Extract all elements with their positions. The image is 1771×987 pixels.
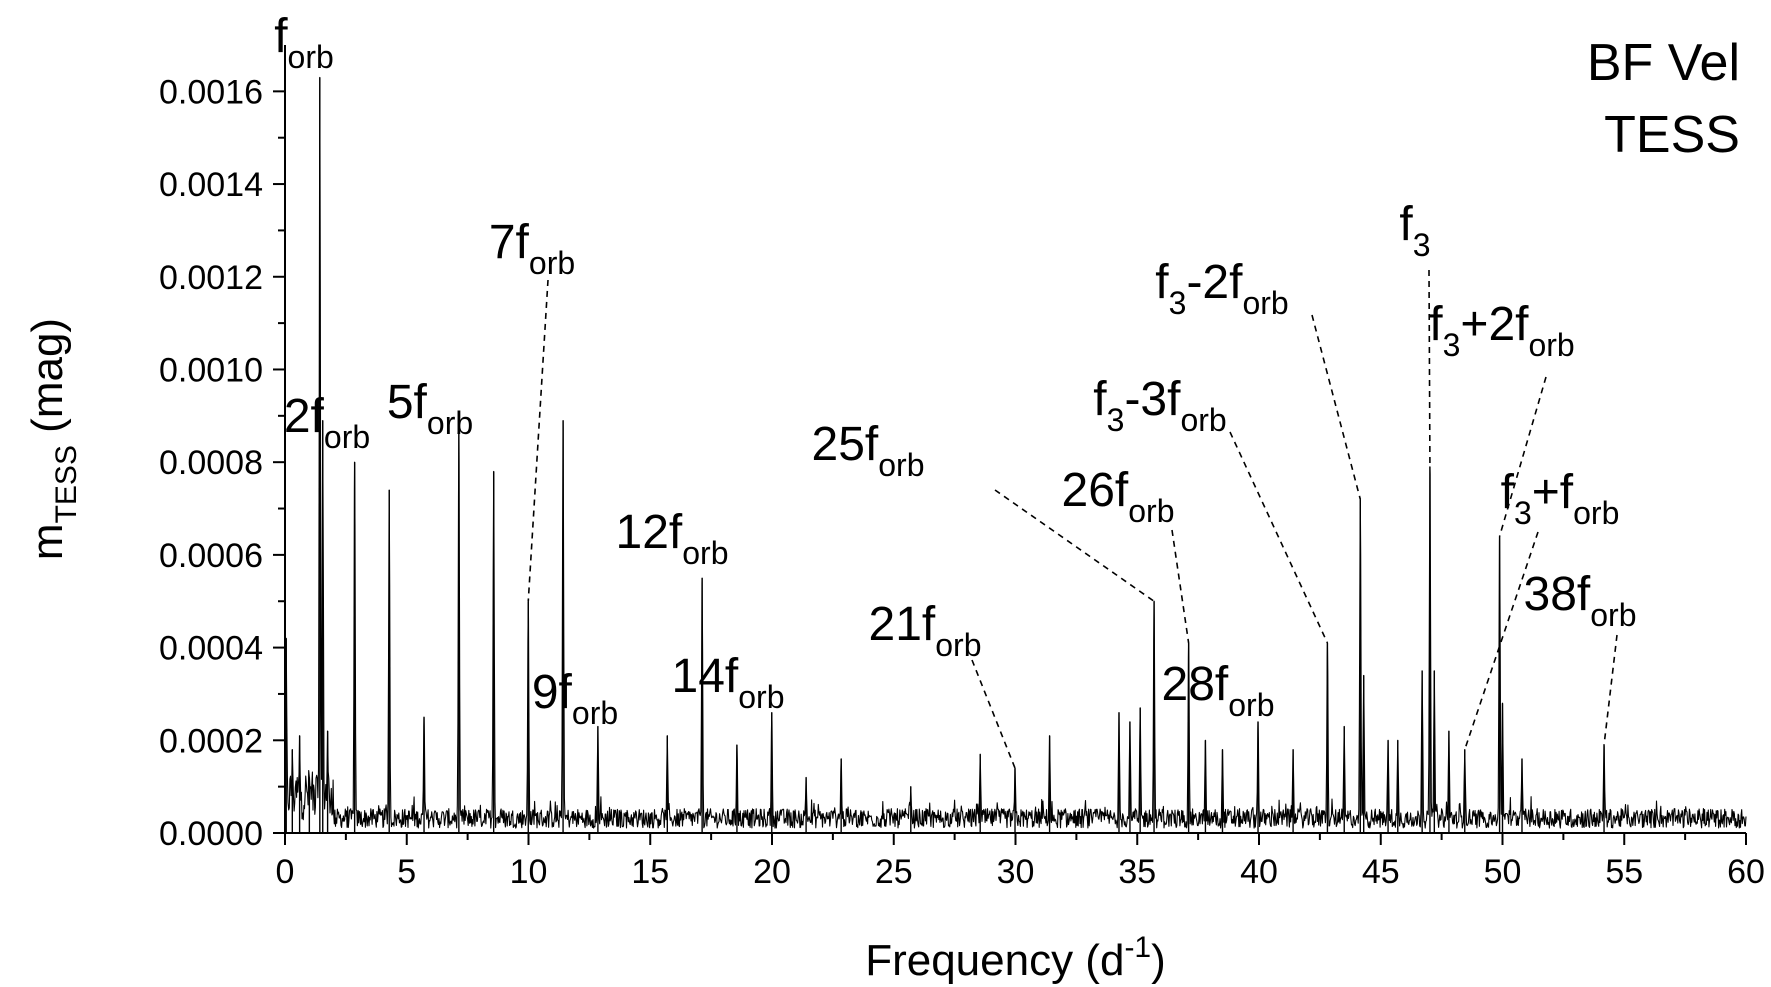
x-tick-label: 15	[631, 853, 669, 891]
chart-title-line: BF Vel	[1587, 34, 1740, 92]
y-tick-label: 0.0002	[159, 722, 263, 760]
peak-label: 5forb	[387, 376, 473, 441]
y-tick-label: 0.0014	[159, 166, 263, 204]
x-tick-label: 20	[753, 853, 791, 891]
peak-leader-line	[1229, 431, 1329, 644]
peak-label: f3-3forb	[1093, 373, 1226, 438]
x-tick-label: 5	[397, 853, 416, 891]
label-layer: Frequency (d-1) mTESS (mag) BF Vel TESS forb…	[23, 10, 1740, 985]
peak-label: f3-2forb	[1155, 256, 1288, 321]
x-tick-label: 50	[1484, 853, 1522, 891]
peak-leader-line	[1603, 634, 1618, 746]
chart-title-line: TESS	[1604, 106, 1740, 164]
peak-leader-line	[1311, 314, 1362, 500]
x-tick-label: 35	[1118, 853, 1156, 891]
axes-layer: 0 5 10 15 20 25 30 35 40 45 50 55 60 0.0000 0.0002 0.00…	[159, 45, 1765, 891]
peak-label: 7forb	[489, 216, 575, 281]
peak-label: forb	[274, 10, 334, 75]
peak-label: 9forb	[532, 666, 618, 731]
peak-label: f3	[1399, 198, 1430, 263]
peak-label: 12forb	[616, 506, 729, 571]
peak-label: 25forb	[812, 418, 925, 483]
annotation-layer	[527, 269, 1618, 769]
peak-label: 14forb	[672, 650, 785, 715]
x-tick-label: 60	[1727, 853, 1765, 891]
y-axis-title: mTESS (mag)	[23, 318, 83, 560]
y-tick-label: 0.0000	[159, 815, 263, 853]
peak-leader-line	[1463, 531, 1539, 750]
peak-label: 38forb	[1524, 568, 1637, 633]
peak-leader-line	[971, 659, 1016, 769]
spectrum-layer	[284, 76, 1747, 833]
y-tick-label: 0.0008	[159, 444, 263, 482]
peak-leader-line	[1498, 376, 1547, 537]
x-tick-label: 45	[1362, 853, 1400, 891]
y-tick-label: 0.0004	[159, 630, 263, 668]
peak-leader-line	[527, 279, 549, 602]
peak-label: 21forb	[869, 598, 982, 663]
peak-label: 2forb	[284, 390, 370, 455]
peak-label: f3+forb	[1501, 466, 1620, 531]
peak-leader-line	[1171, 529, 1190, 644]
x-tick-label: 30	[997, 853, 1035, 891]
x-axis-title: Frequency (d-1)	[865, 931, 1166, 985]
x-tick-label: 55	[1605, 853, 1643, 891]
x-tick-label: 25	[875, 853, 913, 891]
y-tick-label: 0.0006	[159, 537, 263, 575]
spectrum-line	[284, 76, 1747, 829]
x-tick-label: 40	[1240, 853, 1278, 891]
y-tick-label: 0.0012	[159, 259, 263, 297]
y-tick-label: 0.0016	[159, 73, 263, 111]
peak-label: 26forb	[1062, 464, 1175, 529]
peak-label: 28forb	[1162, 658, 1275, 723]
y-tick-label: 0.0010	[159, 351, 263, 389]
peak-label: f3+2forb	[1429, 298, 1574, 363]
x-tick-label: 10	[510, 853, 548, 891]
x-tick-label: 0	[276, 853, 295, 891]
